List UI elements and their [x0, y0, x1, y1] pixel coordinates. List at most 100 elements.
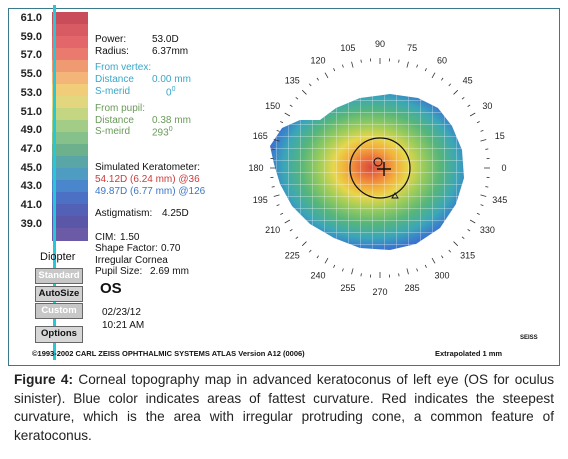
apex-triangle-marker	[391, 192, 399, 199]
options-button[interactable]: Options	[35, 326, 83, 343]
exam-date: 02/23/12	[102, 307, 141, 318]
pupil-smerid-label: S-meird	[95, 126, 131, 137]
scale-tick-label: 47.0	[20, 142, 42, 155]
simk-steep: 54.12D (6.24 mm) @36	[95, 174, 200, 185]
degree-tick	[485, 148, 489, 150]
cim-value: 1.50	[120, 232, 140, 243]
degree-tick	[406, 61, 409, 68]
degree-tick	[308, 249, 312, 253]
simk-heading: Simulated Keratometer:	[95, 162, 201, 173]
brand-label: SEISS	[520, 335, 538, 341]
scale-swatch	[52, 180, 88, 193]
degree-tick	[289, 104, 293, 107]
measurement-circle	[349, 137, 411, 199]
degree-tick	[301, 241, 307, 247]
degree-tick	[324, 72, 329, 79]
degree-label: 135	[285, 75, 300, 85]
cim-label: CIM:	[95, 232, 117, 243]
pupil-smerid-value: 2930	[152, 126, 173, 139]
standard-button[interactable]: Standard	[35, 268, 83, 284]
autosize-button[interactable]: AutoSize	[35, 286, 83, 302]
eye-label: OS	[100, 280, 122, 297]
degree-tick	[398, 59, 400, 63]
degree-tick	[271, 148, 275, 150]
degree-tick	[342, 268, 344, 272]
degree-tick	[448, 249, 452, 253]
scale-swatch	[52, 192, 88, 205]
scale-swatch	[52, 48, 88, 61]
pupil-size-value: 2.69 mm	[150, 266, 189, 277]
pupil-center-marker	[373, 157, 383, 167]
degree-label: 0	[501, 163, 506, 173]
pupil-distance-value: 0.38 mm	[152, 115, 191, 126]
radius-label: Radius:	[95, 46, 129, 57]
scale-swatch	[52, 144, 88, 157]
exam-time: 10:21 AM	[102, 320, 145, 331]
degree-tick	[316, 77, 319, 81]
scale-swatch	[52, 204, 88, 217]
scale-tick-label: 55.0	[20, 68, 42, 81]
degree-label: 90	[375, 39, 385, 49]
scale-tick-label: 61.0	[20, 12, 42, 24]
degree-tick	[301, 89, 307, 95]
degree-label: 30	[482, 101, 492, 111]
cursor-line[interactable]	[53, 5, 56, 360]
scale-tick-label: 41.0	[20, 199, 42, 211]
degree-tick	[316, 255, 319, 259]
degree-label: 300	[434, 270, 449, 280]
scale-swatch	[52, 120, 88, 133]
degree-tick	[448, 83, 452, 87]
degree-tick	[289, 229, 293, 232]
degree-tick	[360, 273, 362, 277]
shape-factor-value: 0.70	[161, 243, 181, 254]
figure-caption: Figure 4: Corneal topography map in adva…	[14, 371, 554, 445]
degree-tick	[469, 112, 476, 117]
vertex-cross-marker	[377, 162, 391, 176]
degree-label: 255	[340, 283, 355, 293]
degree-tick	[351, 268, 354, 275]
degree-tick	[424, 264, 427, 268]
degree-tick	[424, 68, 427, 72]
scale-tick-label: 59.0	[20, 30, 42, 43]
degree-label: 195	[253, 195, 268, 205]
scale-swatch	[52, 108, 88, 121]
degree-tick	[461, 236, 465, 240]
shape-factor-label: Shape Factor:	[95, 243, 158, 254]
degree-tick	[416, 268, 418, 272]
degree-tick	[469, 219, 476, 224]
degree-label: 45	[463, 75, 473, 85]
degree-tick	[351, 61, 354, 68]
scale-swatch	[52, 12, 88, 25]
vertex-distance-label: Distance	[95, 74, 134, 85]
custom-button[interactable]: Custom	[35, 303, 83, 319]
degree-label: 285	[405, 283, 420, 293]
scale-swatch	[52, 96, 88, 109]
scale-swatch	[52, 168, 88, 181]
degree-tick	[476, 212, 480, 215]
degree-label: 225	[285, 251, 300, 261]
vertex-heading: From vertex:	[95, 62, 152, 73]
degree-tick	[431, 72, 436, 79]
degree-label: 150	[265, 101, 280, 111]
degree-label: 210	[265, 225, 280, 235]
scale-tick-label: 57.0	[20, 49, 42, 62]
color-scale-bar	[52, 12, 88, 241]
degree-label: 120	[310, 56, 325, 66]
degree-tick	[276, 130, 280, 132]
scale-swatch	[52, 36, 88, 49]
astig-value: 4.25D	[162, 208, 189, 219]
vertex-smerid-label: S-merid	[95, 86, 131, 97]
degree-tick	[441, 77, 444, 81]
degree-label: 105	[340, 43, 355, 53]
degree-tick	[398, 273, 400, 277]
scale-tick-label: 53.0	[20, 86, 42, 99]
degree-tick	[333, 264, 336, 268]
vertex-smerid-value: 00	[166, 86, 176, 99]
irregular-cornea-label: Irregular Cornea	[95, 255, 168, 266]
power-label: Power:	[95, 34, 127, 45]
pupil-size-label: Pupil Size:	[95, 266, 143, 277]
scale-swatch	[52, 72, 88, 85]
degree-tick	[476, 121, 480, 124]
